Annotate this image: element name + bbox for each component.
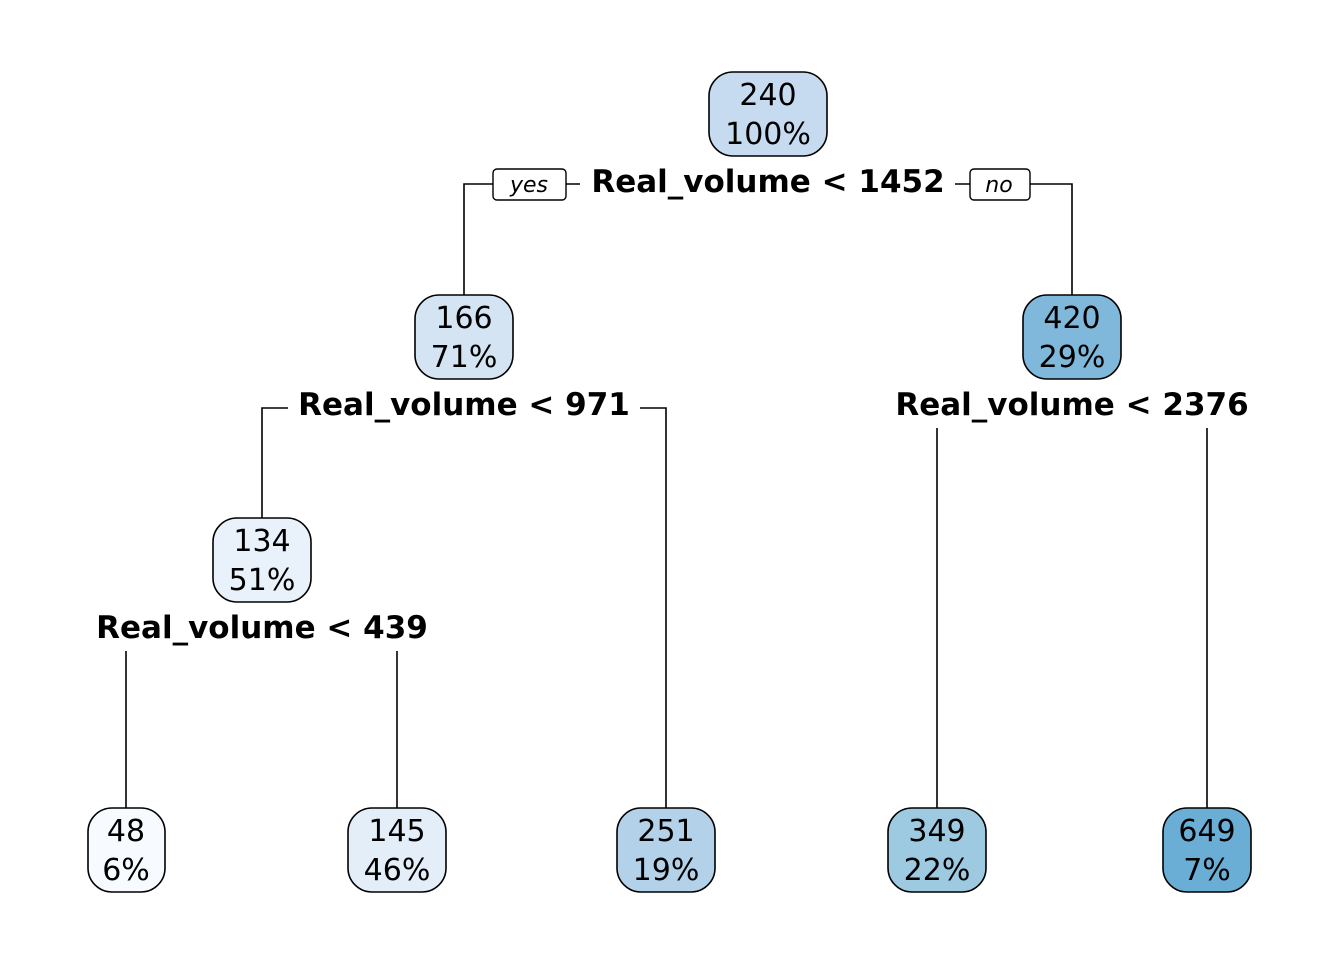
node-percent: 46% (364, 853, 431, 888)
tree-leaf-n7: 251 19% (616, 807, 716, 893)
tree-node-root: 240 100% (708, 71, 828, 157)
split-label-n3: Real_volume < 2376 (895, 387, 1248, 423)
node-box (212, 517, 312, 603)
node-percent: 22% (904, 853, 971, 888)
no-label-text: no (985, 173, 1012, 198)
edge-n2-left (261, 407, 288, 518)
node-box (1162, 807, 1252, 893)
node-value: 48 (107, 814, 145, 849)
tree-edges (125, 183, 1208, 808)
node-box (414, 294, 514, 380)
edge-n2-right (640, 407, 667, 808)
node-box (347, 807, 447, 893)
node-value: 649 (1178, 814, 1235, 849)
yes-label: yes (492, 168, 567, 201)
tree-leaf-n5: 48 6% (87, 807, 166, 893)
node-box (87, 807, 166, 893)
split-label-n2: Real_volume < 971 (298, 387, 630, 423)
tree-leaf-n8: 349 22% (887, 807, 987, 893)
node-percent: 19% (633, 853, 700, 888)
node-box (616, 807, 716, 893)
node-percent: 29% (1039, 340, 1106, 375)
node-percent: 71% (431, 340, 498, 375)
tree-leaf-n6: 145 46% (347, 807, 447, 893)
node-value: 166 (435, 301, 492, 336)
node-percent: 7% (1183, 853, 1231, 888)
no-label: no (969, 168, 1031, 201)
node-percent: 100% (725, 117, 811, 152)
node-percent: 6% (102, 853, 150, 888)
node-value: 240 (739, 78, 796, 113)
node-value: 420 (1043, 301, 1100, 336)
yes-label-text: yes (509, 173, 548, 198)
node-percent: 51% (229, 563, 296, 598)
split-label-n4: Real_volume < 439 (96, 610, 428, 646)
tree-node-n2: 166 71% (414, 294, 514, 380)
tree-node-n4: 134 51% (212, 517, 312, 603)
node-box (887, 807, 987, 893)
tree-node-n3: 420 29% (1022, 294, 1122, 380)
edge-root-right (955, 183, 1073, 295)
node-value: 251 (637, 814, 694, 849)
split-label-root: Real_volume < 1452 (591, 164, 944, 200)
tree-leaf-n9: 649 7% (1162, 807, 1252, 893)
node-value: 349 (908, 814, 965, 849)
node-box (1022, 294, 1122, 380)
node-value: 145 (368, 814, 425, 849)
node-value: 134 (233, 524, 290, 559)
edge-root-left (463, 183, 580, 295)
node-box (708, 71, 828, 157)
